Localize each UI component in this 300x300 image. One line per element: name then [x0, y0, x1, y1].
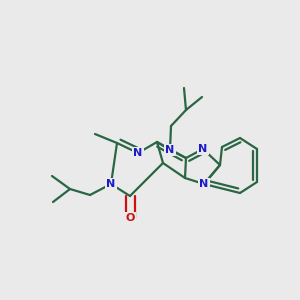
Text: N: N [165, 145, 175, 155]
Text: N: N [200, 179, 208, 189]
Text: N: N [134, 148, 142, 158]
Text: N: N [106, 179, 116, 189]
Text: O: O [125, 213, 135, 223]
Text: N: N [198, 144, 208, 154]
